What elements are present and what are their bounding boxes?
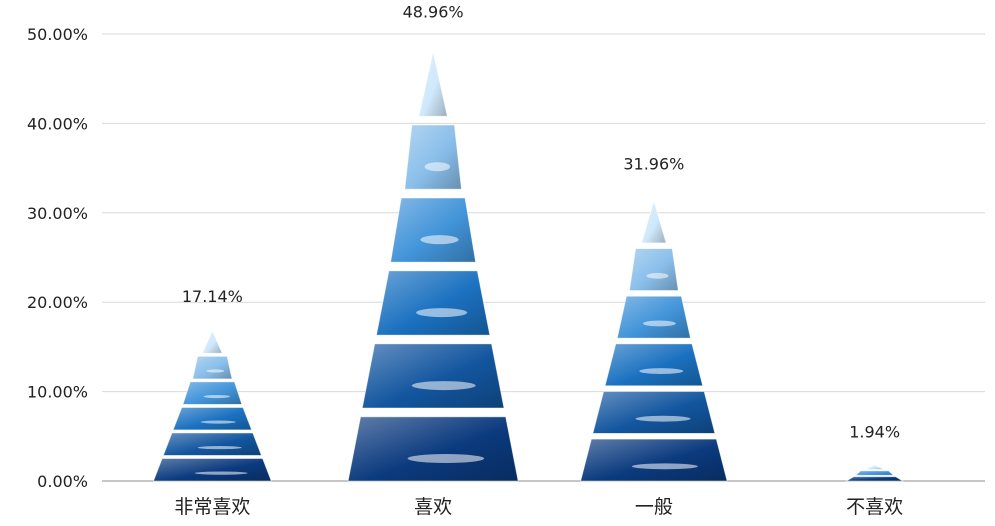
bar-segment (604, 343, 704, 387)
bar (845, 464, 905, 482)
y-tick-label: 30.00% (27, 204, 88, 223)
bar-shine (635, 415, 691, 422)
bar-shine (200, 420, 236, 424)
bar (580, 199, 728, 482)
bar-segment (641, 199, 667, 244)
x-tick-label: 非常喜欢 (174, 496, 250, 518)
bar-segment (629, 248, 679, 291)
bar-shine (411, 381, 476, 391)
y-tick-label: 40.00% (27, 114, 88, 133)
data-label: 17.14% (182, 287, 243, 306)
bar-segment (361, 343, 505, 409)
bar-segment (182, 381, 243, 405)
bar-segment (162, 432, 263, 456)
bar-shine (194, 471, 248, 475)
bar (347, 51, 519, 482)
bar-shine (197, 446, 242, 450)
y-tick-label: 10.00% (27, 383, 88, 402)
bar-shine (424, 162, 451, 172)
data-label: 48.96% (403, 2, 464, 21)
bar-shine (416, 308, 468, 318)
bar (152, 329, 272, 482)
bar-segment (404, 124, 462, 190)
data-label: 1.94% (849, 423, 900, 442)
bar-shine (639, 368, 684, 375)
bar-segment (192, 355, 233, 380)
bar-shine (203, 394, 231, 399)
bar-segment (865, 464, 885, 470)
bar-shine (631, 463, 698, 470)
bar-segment (375, 270, 491, 336)
bar-segment (347, 416, 519, 482)
bar-shine (407, 454, 485, 464)
y-tick-label: 50.00% (27, 25, 88, 44)
x-tick-label: 不喜欢 (846, 496, 903, 518)
bar-shine (646, 272, 669, 279)
y-tick-label: 20.00% (27, 293, 88, 312)
y-tick-label: 0.00% (37, 472, 88, 491)
bar-segment (616, 295, 691, 339)
bar-segment (845, 476, 905, 482)
x-tick-label: 喜欢 (414, 496, 452, 518)
bar-shine (642, 320, 676, 327)
bar-segment (418, 51, 448, 117)
bar-segment (201, 329, 223, 354)
bar-segment (172, 407, 253, 431)
bar-segment (152, 458, 272, 482)
x-tick-label: 一般 (635, 496, 673, 518)
bar-segment (390, 197, 477, 263)
data-label: 31.96% (623, 154, 684, 173)
bar-shine (420, 235, 459, 245)
bar-segment (592, 391, 716, 434)
bar-shine (206, 369, 225, 373)
bar-segment (854, 470, 895, 476)
bar-segment (580, 438, 728, 482)
